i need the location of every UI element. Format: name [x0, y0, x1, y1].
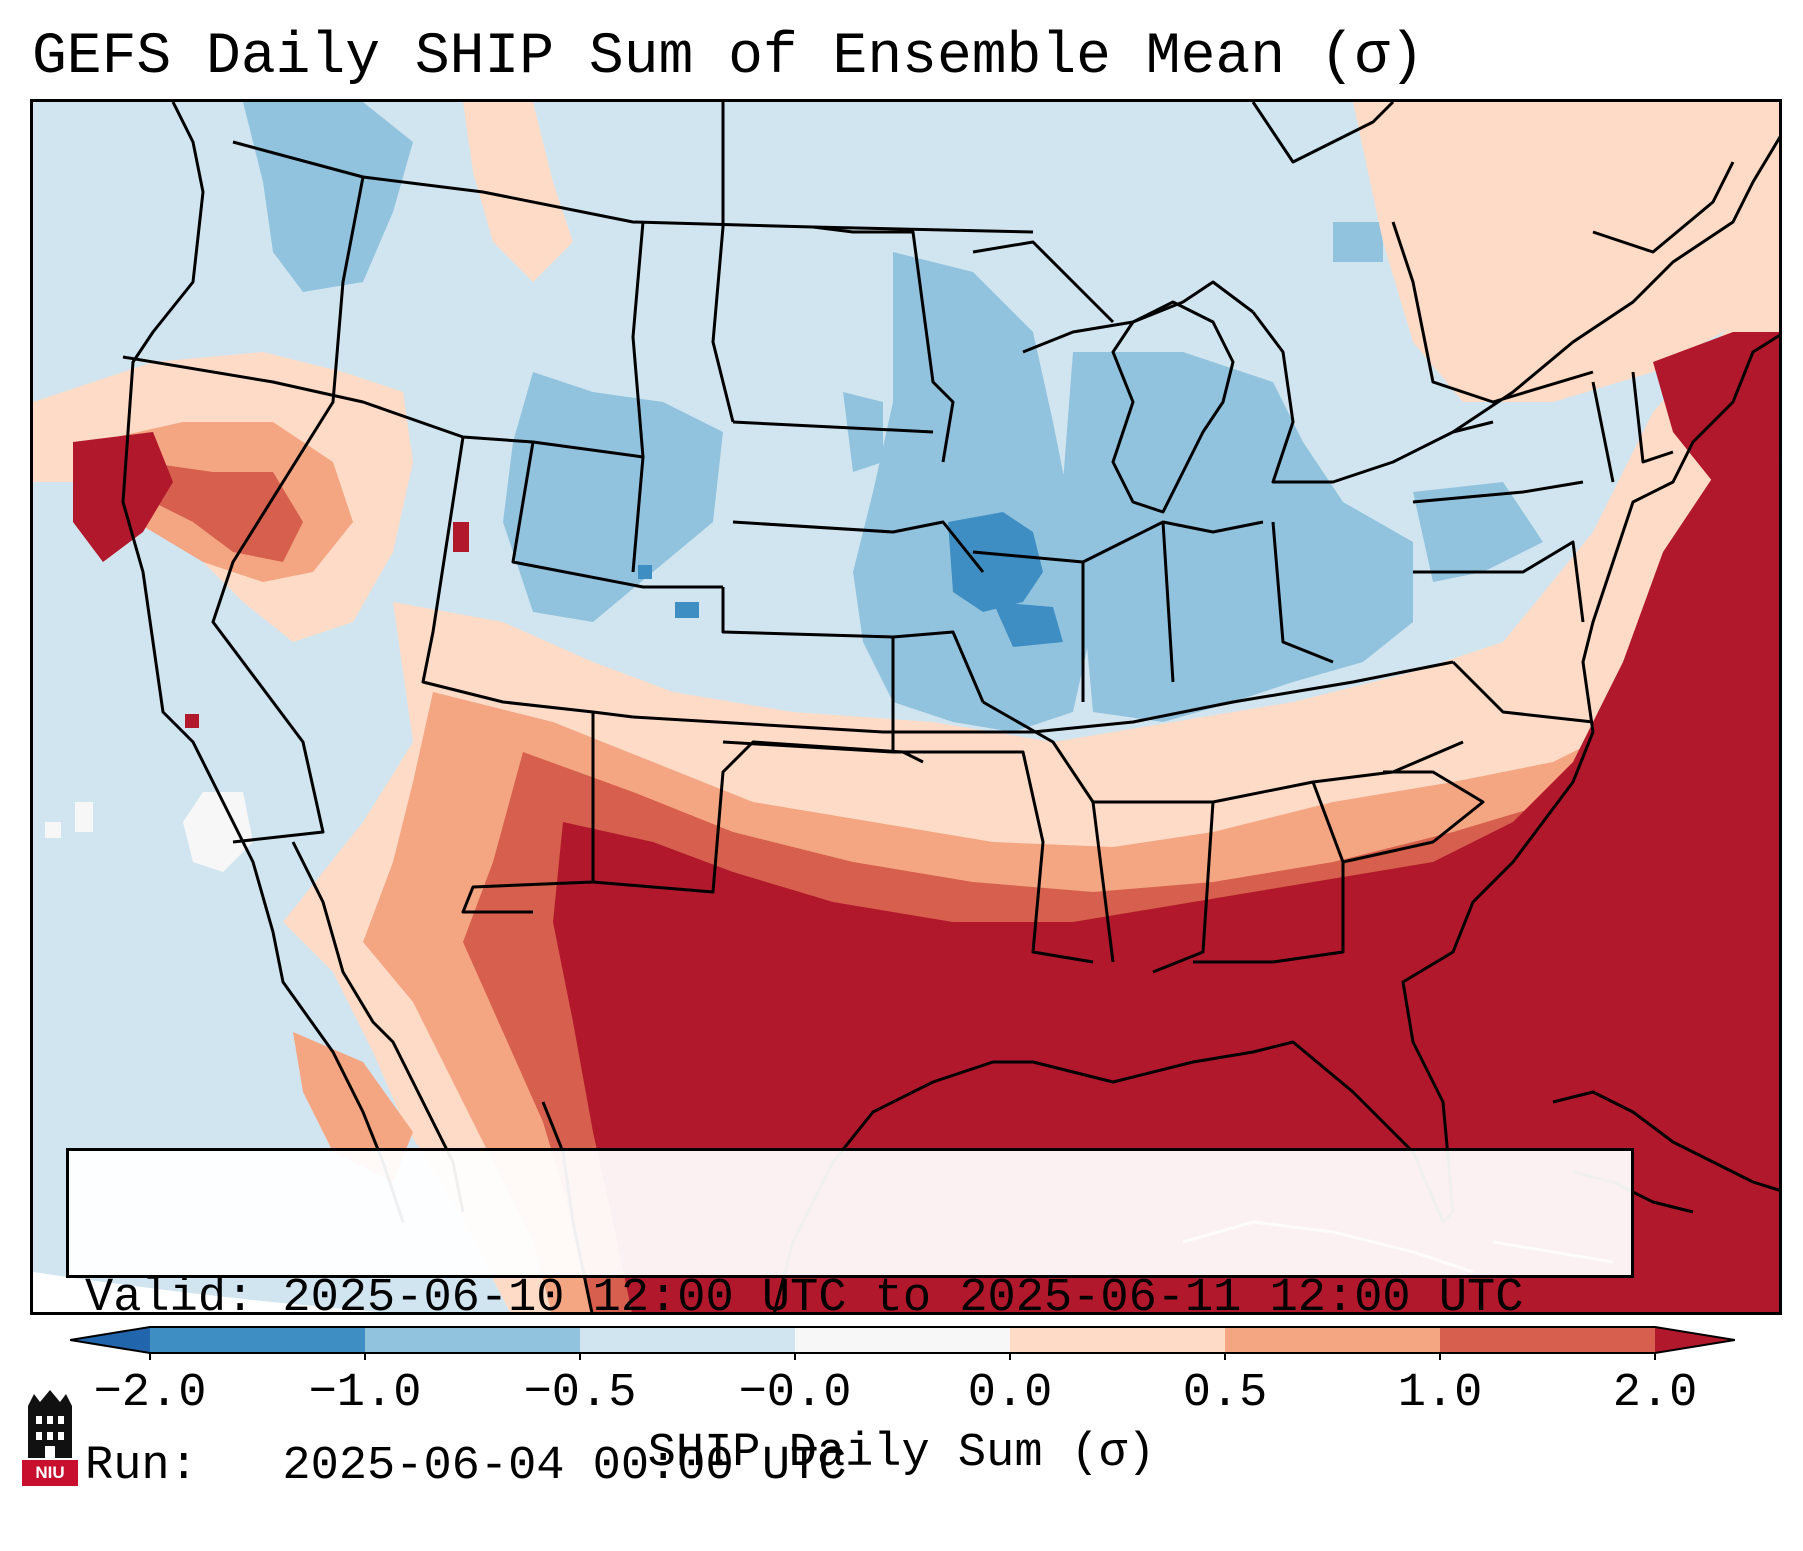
projection-outside-area	[33, 1272, 379, 1312]
colorbar-segment	[795, 1327, 1011, 1353]
colorbar-tick-label: −1.0	[308, 1367, 422, 1420]
colorbar-extend-min	[70, 1327, 150, 1353]
colorbar-tick-label: 0.5	[1182, 1367, 1268, 1420]
colorbar-segment	[150, 1327, 366, 1353]
colorbar-tick-label: 2.0	[1612, 1367, 1698, 1420]
colorbar	[69, 1320, 1736, 1360]
colorbar-segment	[365, 1327, 581, 1353]
state-borders	[122, 102, 1674, 974]
colorbar-tick-label: 0.0	[967, 1367, 1053, 1420]
map-canvas	[33, 102, 1779, 1312]
colorbar-segment	[1010, 1327, 1226, 1353]
coastline	[121, 102, 1779, 1312]
colorbar-graphic	[69, 1326, 1736, 1360]
niu-logo: NIU	[22, 1388, 78, 1488]
colorbar-extend-max	[1655, 1327, 1735, 1353]
colorbar-segment	[1225, 1327, 1441, 1353]
niu-logo-text: NIU	[35, 1463, 65, 1482]
colorbar-segment	[1440, 1327, 1656, 1353]
shade-neutral	[45, 792, 253, 872]
map-title: GEFS Daily SHIP Sum of Ensemble Mean (σ)	[32, 25, 1425, 90]
colorbar-tick-label: −0.0	[738, 1367, 852, 1420]
colorbar-tick-label: −0.5	[523, 1367, 637, 1420]
valid-run-info-box: Valid: 2025-06-10 12:00 UTC to 2025-06-1…	[66, 1148, 1634, 1493]
colorbar-tick-label: 1.0	[1397, 1367, 1483, 1420]
colorbar-label: SHIP Daily Sum (σ)	[647, 1427, 1156, 1480]
colorbar-tick-label: −2.0	[93, 1367, 207, 1420]
run-time-text: Run: 2025-06-04 00:00 UTC	[85, 1440, 847, 1493]
shade-positive-extreme	[73, 332, 1779, 1312]
map-panel[interactable]	[30, 99, 1782, 1315]
colorbar-segment	[580, 1327, 796, 1353]
valid-time-text: Valid: 2025-06-10 12:00 UTC to 2025-06-1…	[85, 1272, 1524, 1325]
